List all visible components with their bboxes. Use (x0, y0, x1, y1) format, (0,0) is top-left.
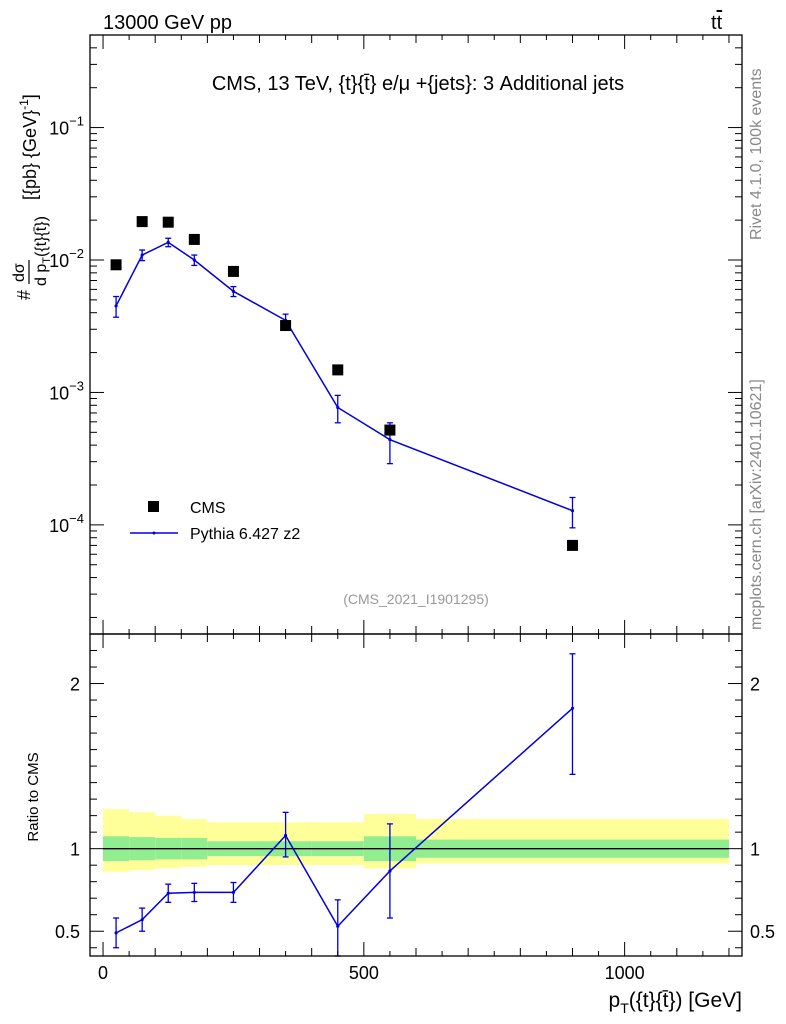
header-left: 13000 GeV pp (103, 12, 232, 34)
header-right-bar: t (717, 12, 723, 34)
cms-point-1 (136, 216, 148, 228)
cms-point-5 (280, 320, 292, 332)
y-tick-label-ratio-left-2: 2 (70, 675, 80, 695)
chart-title: CMS, 13 TeV, {t}{t̄} e/μ +{jets}: 3 Addi… (212, 73, 624, 95)
svg-text:dσ: dσ (11, 263, 28, 282)
y-tick-label-main-base-3: 10 (49, 516, 69, 536)
pythia-line (115, 241, 573, 512)
ratio-point-6 (336, 924, 340, 928)
pythia-point-4 (231, 289, 236, 293)
y-tick-label-main-exp-0: −1 (69, 114, 84, 129)
y-tick-label-ratio-right-1: 1 (750, 840, 760, 860)
header-right: tt (711, 12, 723, 34)
cms-point-2 (162, 216, 174, 228)
y-tick-label-ratio-right-2: 2 (750, 675, 760, 695)
header-right-base: t (711, 12, 717, 34)
y-tick-label-ratio-left-0: 0.5 (55, 922, 80, 942)
pythia-point-8 (570, 509, 575, 513)
mcplots-label: mcplots.cern.ch [arXiv:2401.10621] (748, 379, 765, 630)
legend-cms-marker (148, 501, 159, 512)
x-axis-label: pT({t}{t̄}) [GeV] (609, 989, 742, 1016)
ratio-series (113, 653, 576, 957)
y-tick-label-main-exp-1: −2 (69, 246, 84, 261)
y-tick-label-main-base-2: 10 (49, 383, 69, 403)
cms-point-4 (227, 265, 239, 277)
y-tick-label-ratio-right-0: 0.5 (750, 922, 775, 942)
x-tick-label-0: 0 (98, 963, 108, 983)
ratio-point-1 (140, 918, 144, 922)
pythia-point-0 (114, 304, 118, 308)
cms-point-8 (566, 539, 578, 551)
pythia-point-3 (192, 258, 196, 262)
legend-pythia-label: Pythia 6.427 z2 (190, 526, 300, 543)
pythia-point-2 (166, 240, 170, 244)
y-axis-label-top: # dσ d pT({t}{t̄}) [{pb} {GeV}-1] (11, 94, 53, 300)
svg-text:[{pb} {GeV}-1]: [{pb} {GeV}-1] (17, 94, 40, 200)
main-series (110, 216, 578, 551)
y-tick-label-main-exp-2: −3 (69, 378, 84, 393)
rivet-label: Rivet 4.1.0, 100k events (748, 68, 765, 240)
x-tick-label-1: 500 (349, 963, 379, 983)
y-tick-label-main-base-0: 10 (49, 119, 69, 139)
ratio-point-5 (284, 833, 288, 838)
legend-pythia-marker (152, 531, 156, 535)
y-tick-label-main-3: 10−4 (49, 511, 84, 536)
y-tick-label-main-2: 10−3 (49, 378, 84, 403)
cms-point-7 (384, 424, 396, 436)
ratio-point-8 (570, 706, 575, 710)
cms-point-6 (332, 364, 344, 376)
y-tick-label-main-base-1: 10 (49, 251, 69, 271)
y-tick-label-main-1: 10−2 (49, 246, 84, 271)
x-tick-label-2: 1000 (605, 963, 645, 983)
svg-text:d pT({t}{t̄}): d pT({t}{t̄}) (33, 216, 53, 286)
ratio-point-3 (192, 890, 196, 895)
cms-point-3 (188, 233, 200, 245)
ratio-point-0 (114, 931, 118, 935)
legend: CMS Pythia 6.427 z2 (130, 500, 300, 543)
legend-cms-label: CMS (190, 500, 226, 517)
pythia-point-6 (336, 405, 340, 410)
axis-ticks (90, 34, 742, 956)
y-tick-label-main-0: 10−1 (49, 114, 84, 139)
watermark: (CMS_2021_I1901295) (343, 591, 489, 607)
y-axis-label-bottom: Ratio to CMS (25, 752, 42, 841)
pythia-point-7 (388, 438, 392, 442)
ratio-bands (103, 809, 729, 872)
pythia-point-1 (140, 253, 144, 257)
main-frame (89, 34, 743, 635)
y-tick-label-ratio-left-1: 1 (70, 840, 80, 860)
y-tick-label-main-exp-3: −4 (69, 511, 84, 526)
ratio-point-7 (388, 869, 392, 873)
ratio-point-2 (166, 891, 170, 895)
ratio-frame (89, 633, 743, 957)
cms-point-0 (110, 259, 122, 271)
svg-text:#: # (14, 290, 34, 300)
ratio-point-4 (231, 890, 236, 895)
